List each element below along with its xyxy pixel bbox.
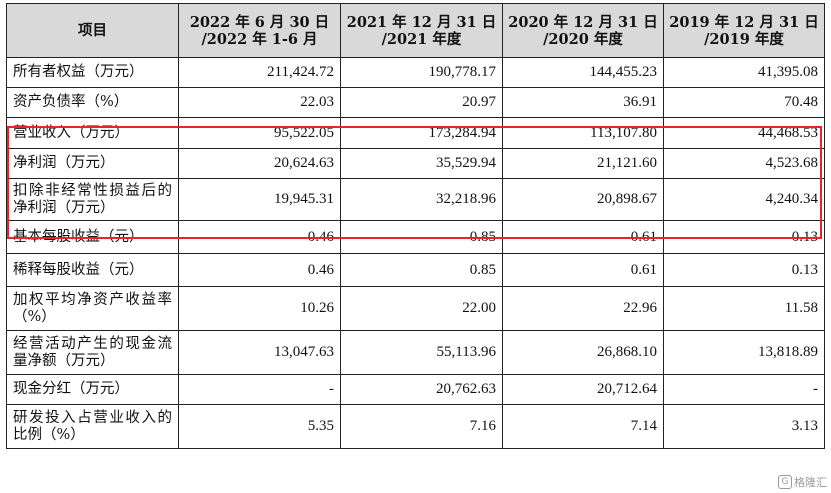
header-row: 项目 2022 年 6 月 30 日/2022 年 1-6 月 2021 年 1…: [6, 3, 825, 58]
table-cell: 22.96: [502, 286, 664, 331]
table-row: 基本每股收益（元） 0.46 0.85 0.61 0.13: [6, 220, 825, 254]
header-item: 项目: [6, 3, 179, 58]
header-2020: 2020 年 12 月 31 日/2020 年度: [502, 3, 664, 58]
table-cell: 0.46: [178, 253, 341, 287]
table-cell: 211,424.72: [178, 57, 341, 88]
table-cell: 0.61: [502, 253, 664, 287]
table-cell: 13,047.63: [178, 330, 341, 375]
table-cell: 44,468.53: [663, 117, 825, 149]
row-label: 资产负债率（%）: [6, 87, 179, 118]
table-cell: 0.13: [663, 220, 825, 254]
table-cell: 4,240.34: [663, 178, 825, 221]
header-line: 2022 年 6 月 30 日: [189, 13, 330, 31]
table-row: 营业收入（万元） 95,522.05 173,284.94 113,107.80 44,…: [6, 117, 825, 149]
table-row: 所有者权益（万元） 211,424.72 190,778.17 144,455.23 4…: [6, 57, 825, 88]
table-cell: 41,395.08: [663, 57, 825, 88]
table-cell: 20,624.63: [178, 148, 341, 179]
header-2022: 2022 年 6 月 30 日/2022 年 1-6 月: [178, 3, 341, 58]
header-line: 2020 年 12 月 31 日: [508, 13, 658, 31]
table-cell: 0.85: [340, 253, 503, 287]
row-label: 所有者权益（万元）: [6, 57, 179, 88]
table-cell: 190,778.17: [340, 57, 503, 88]
row-label: 扣除非经常性损益后的净利润（万元）: [6, 178, 179, 221]
table-row: 经营活动产生的现金流量净额（万元） 13,047.63 55,113.96 26,86…: [6, 330, 825, 375]
header-line: /2019 年度: [704, 30, 784, 48]
table-cell: 113,107.80: [502, 117, 664, 149]
header-line: 2019 年 12 月 31 日: [669, 13, 819, 31]
table-cell: 0.85: [340, 220, 503, 254]
table-cell: 36.91: [502, 87, 664, 118]
row-label: 营业收入（万元）: [6, 117, 179, 149]
table-cell: 20,898.67: [502, 178, 664, 221]
table-cell: 22.00: [340, 286, 503, 331]
header-line: /2022 年 1-6 月: [201, 30, 318, 48]
row-label: 加权平均净资产收益率（%）: [6, 286, 179, 331]
row-label: 基本每股收益（元）: [6, 220, 179, 254]
row-label: 稀释每股收益（元）: [6, 253, 179, 287]
table-cell: 3.13: [663, 404, 825, 449]
table-row: 资产负债率（%） 22.03 20.97 36.91 70.48: [6, 87, 825, 118]
table-cell: 20,712.64: [502, 374, 664, 405]
table-cell: 4,523.68: [663, 148, 825, 179]
table-cell: 70.48: [663, 87, 825, 118]
table-row: 研发投入占营业收入的比例（%） 5.35 7.16 7.14 3.13: [6, 404, 825, 449]
watermark: G 格隆汇: [778, 474, 827, 490]
table-cell: 26,868.10: [502, 330, 664, 375]
table-cell: 95,522.05: [178, 117, 341, 149]
table-cell: 35,529.94: [340, 148, 503, 179]
table-cell: 0.46: [178, 220, 341, 254]
table-cell: 32,218.96: [340, 178, 503, 221]
table-cell: 0.61: [502, 220, 664, 254]
table-row: 加权平均净资产收益率（%） 10.26 22.00 22.96 11.58: [6, 286, 825, 331]
row-label: 净利润（万元）: [6, 148, 179, 179]
table-cell: 55,113.96: [340, 330, 503, 375]
header-2021: 2021 年 12 月 31 日/2021 年度: [340, 3, 503, 58]
table-row: 稀释每股收益（元） 0.46 0.85 0.61 0.13: [6, 253, 825, 287]
table-cell: -: [663, 374, 825, 405]
table-cell: 0.13: [663, 253, 825, 287]
header-line: /2020 年度: [543, 30, 623, 48]
table-cell: 22.03: [178, 87, 341, 118]
row-label: 现金分红（万元）: [6, 374, 179, 405]
table-cell: 5.35: [178, 404, 341, 449]
table-cell: 19,945.31: [178, 178, 341, 221]
header-2019: 2019 年 12 月 31 日/2019 年度: [663, 3, 825, 58]
table-cell: 11.58: [663, 286, 825, 331]
header-line: /2021 年度: [381, 30, 462, 48]
table-row: 扣除非经常性损益后的净利润（万元） 19,945.31 32,218.96 20,89…: [6, 178, 825, 221]
row-label: 研发投入占营业收入的比例（%）: [6, 404, 179, 449]
table-cell: 7.16: [340, 404, 503, 449]
row-label: 经营活动产生的现金流量净额（万元）: [6, 330, 179, 375]
table-body: 所有者权益（万元） 211,424.72 190,778.17 144,455.23 4…: [6, 57, 825, 449]
table-cell: 7.14: [502, 404, 664, 449]
logo-G-icon: G: [778, 475, 792, 489]
financial-table: 项目 2022 年 6 月 30 日/2022 年 1-6 月 2021 年 1…: [6, 3, 825, 449]
table-cell: 10.26: [178, 286, 341, 331]
table-cell: -: [178, 374, 341, 405]
table-cell: 21,121.60: [502, 148, 664, 179]
watermark-text: 格隆汇: [794, 476, 827, 489]
table-cell: 20.97: [340, 87, 503, 118]
table-cell: 144,455.23: [502, 57, 664, 88]
header-line: 2021 年 12 月 31 日: [346, 13, 497, 31]
table-cell: 20,762.63: [340, 374, 503, 405]
table-row: 现金分红（万元） -20,762.63 20,712.64-: [6, 374, 825, 405]
table-row: 净利润（万元） 20,624.63 35,529.94 21,121.60 4,523.…: [6, 148, 825, 179]
table-cell: 13,818.89: [663, 330, 825, 375]
table-cell: 173,284.94: [340, 117, 503, 149]
